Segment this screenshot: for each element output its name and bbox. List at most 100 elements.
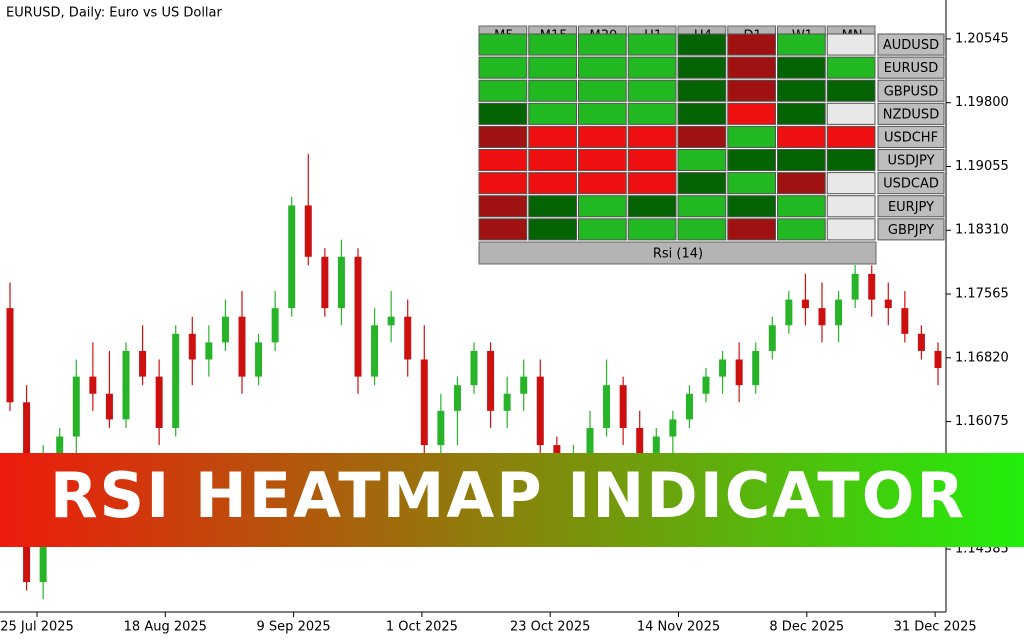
candle-body — [768, 325, 776, 351]
symbol-box — [877, 149, 945, 172]
symbol-label: NZDUSD — [883, 107, 939, 122]
heatmap-cell — [826, 172, 876, 195]
heatmap-cell — [727, 172, 776, 195]
candle-body — [536, 376, 544, 446]
heatmap-cell — [627, 195, 677, 218]
candle-body — [503, 393, 511, 411]
candle-body — [719, 359, 727, 377]
symbol-label: GBPUSD — [884, 84, 939, 99]
heatmap-cell — [578, 149, 627, 172]
heatmap-cell — [777, 195, 826, 218]
symbol-box — [877, 125, 945, 149]
candle-body — [155, 376, 163, 428]
heatmap-cell — [627, 102, 677, 125]
candle-body — [586, 427, 594, 454]
candle-body — [288, 205, 296, 309]
symbol-label: EURUSD — [884, 61, 939, 76]
candle-body — [56, 436, 64, 463]
candle-body — [669, 419, 677, 437]
x-tick-label: 25 Jul 2025 — [0, 620, 74, 635]
heatmap-cell — [627, 33, 677, 56]
candle-body — [702, 376, 710, 394]
candle-body — [238, 316, 246, 377]
candle-body — [6, 308, 14, 403]
heatmap-cell — [578, 195, 627, 218]
heatmap-cell — [478, 172, 528, 195]
y-tick-label: 1.16820 — [955, 350, 1009, 365]
heatmap-cell — [826, 195, 876, 218]
heatmap-cell — [478, 149, 528, 172]
heatmap-cell — [528, 218, 577, 241]
candle-body — [818, 308, 826, 326]
chart-title: EURUSD, Daily: Euro vs US Dollar — [6, 6, 223, 21]
candle-body — [934, 350, 942, 369]
candle-body — [404, 316, 412, 360]
heatmap-cell — [627, 79, 677, 102]
heatmap-cell — [478, 218, 528, 241]
heatmap-cell — [627, 149, 677, 172]
candle-body — [470, 350, 478, 386]
candle-body — [72, 376, 80, 437]
heatmap-cell — [677, 56, 727, 79]
symbol-box — [877, 102, 945, 125]
heatmap-cell — [528, 56, 577, 79]
candle-body — [851, 273, 859, 300]
candle-body — [188, 333, 196, 360]
heatmap-cell — [677, 218, 727, 241]
candle-body — [321, 256, 329, 309]
heatmap-cell — [478, 56, 528, 79]
heatmap-cell — [478, 125, 528, 149]
heatmap-cell — [777, 125, 826, 149]
candle-body — [205, 342, 213, 360]
candle-body — [437, 410, 445, 446]
heatmap-cell — [777, 79, 826, 102]
heatmap-cell — [478, 33, 528, 56]
candle-body — [652, 436, 660, 463]
heatmap-cell — [677, 33, 727, 56]
candle-body — [487, 350, 495, 411]
symbol-box — [877, 33, 945, 56]
candle-body — [619, 385, 627, 428]
heatmap-cell — [578, 33, 627, 56]
x-tick-label: 8 Dec 2025 — [769, 620, 844, 635]
heatmap-cell — [727, 102, 776, 125]
heatmap-cell — [478, 79, 528, 102]
heatmap-cell — [528, 149, 577, 172]
candle-body — [801, 299, 809, 309]
heatmap-cell — [528, 33, 577, 56]
y-tick-label: 1.18310 — [955, 223, 1009, 238]
heatmap-cell — [777, 172, 826, 195]
symbol-label: USDCHF — [884, 130, 938, 145]
symbol-box — [877, 56, 945, 79]
heatmap-cell — [727, 149, 776, 172]
symbol-label: USDJPY — [887, 154, 934, 169]
candle-body — [835, 299, 843, 326]
heatmap-cell — [627, 125, 677, 149]
candle-body — [337, 256, 345, 309]
candle-body — [868, 273, 876, 300]
y-tick-label: 1.19055 — [955, 159, 1009, 174]
symbol-box — [877, 218, 945, 241]
candle-body — [901, 308, 909, 334]
candle-body — [172, 333, 180, 428]
heatmap-cell — [528, 125, 577, 149]
heatmap-cell — [826, 149, 876, 172]
candle-body — [917, 333, 925, 351]
heatmap-cell — [777, 33, 826, 56]
symbol-label: AUDUSD — [883, 38, 939, 53]
banner — [0, 453, 1024, 547]
heatmap-cell — [826, 33, 876, 56]
x-tick-label: 1 Oct 2025 — [386, 620, 458, 635]
candle-body — [636, 427, 644, 463]
heatmap-cell — [677, 195, 727, 218]
candle-body — [685, 393, 693, 420]
heatmap-title: Rsi (14) — [653, 247, 703, 262]
candle-body — [139, 350, 147, 377]
heatmap-cell — [777, 218, 826, 241]
heatmap-cell — [528, 172, 577, 195]
heatmap-cell — [578, 79, 627, 102]
heatmap-cell — [528, 102, 577, 125]
symbol-label: GBPJPY — [888, 223, 934, 238]
candle-body — [735, 359, 743, 386]
heatmap-cell — [528, 79, 577, 102]
